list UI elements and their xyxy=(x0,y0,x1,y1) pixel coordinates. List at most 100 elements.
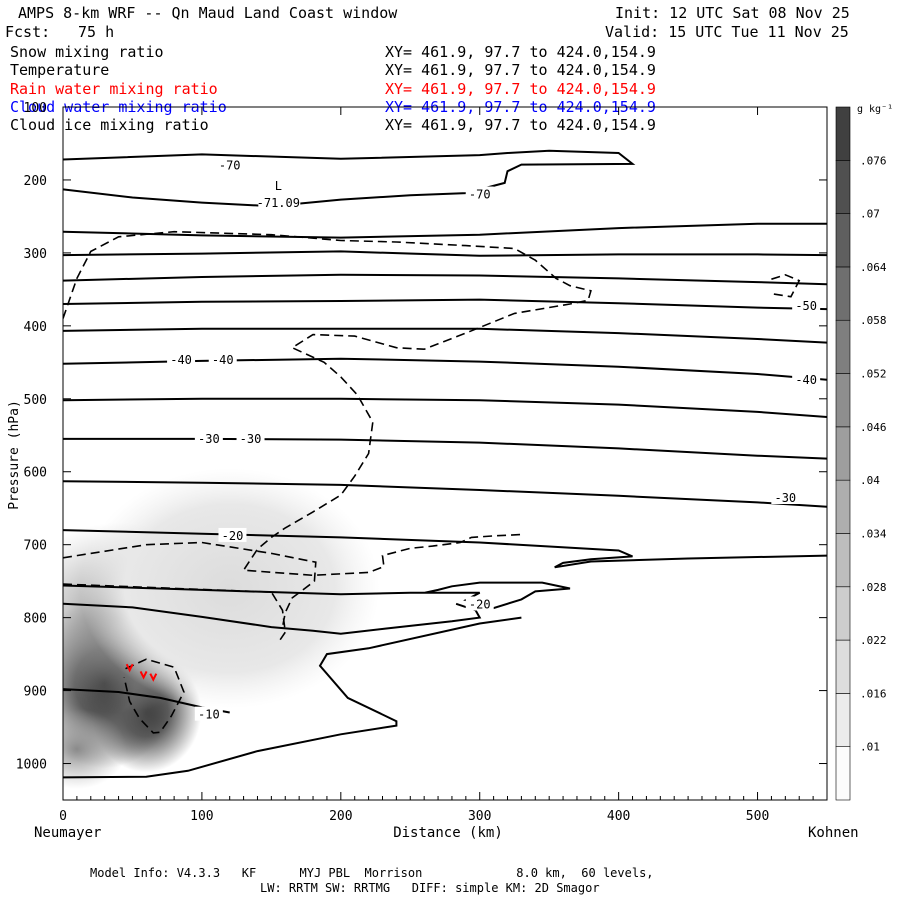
colorbar-box xyxy=(835,586,851,641)
y-tick-label: 500 xyxy=(24,393,47,408)
valid-time: Valid: 15 UTC Tue 11 Nov 25 xyxy=(605,23,849,41)
contour-label-bg xyxy=(465,596,494,611)
model-physics: LW: RRTM SW: RRTMG DIFF: simple KM: 2D S… xyxy=(260,881,600,895)
field-xy-rain: XY= 461.9, 97.7 to 424.0,154.9 xyxy=(385,80,656,98)
contour-label-bg xyxy=(236,430,265,445)
colorbar-label: .07 xyxy=(860,208,880,221)
y-tick-label: 900 xyxy=(24,685,47,700)
colorbar-box xyxy=(835,266,851,321)
snow-shading-blob xyxy=(79,468,380,709)
rain-markers xyxy=(125,663,158,682)
colorbar-label: .04 xyxy=(860,474,880,487)
temperature-contour-line xyxy=(63,222,827,239)
colorbar-box xyxy=(835,693,851,747)
colorbar-label: .064 xyxy=(860,261,887,274)
cloud-ice-contours xyxy=(63,230,801,734)
x-tick-label: 400 xyxy=(607,809,630,824)
colorbar-label: .01 xyxy=(860,741,880,754)
contour-label: -20 xyxy=(469,598,491,612)
colorbar: .01 .016 .022 .028 .034 .04 .046 .052 .058 .064 .0… xyxy=(835,106,887,801)
x-tick-label: 100 xyxy=(190,809,213,824)
temperature-contour-line xyxy=(63,273,827,286)
contour-label: -30 xyxy=(240,432,262,446)
temperature-contour-line xyxy=(63,149,636,208)
temperature-contour-line xyxy=(63,529,827,569)
y-tick-label: 700 xyxy=(24,539,47,554)
colorbar-box xyxy=(835,213,851,268)
snow-shading xyxy=(63,468,380,789)
colorbar-label: .034 xyxy=(860,527,887,540)
fcst-label: Fcst: xyxy=(5,23,51,41)
contour-label-bg xyxy=(218,527,247,542)
y-tick-label: 300 xyxy=(24,247,47,262)
colorbar-box xyxy=(835,160,851,214)
colorbar-box xyxy=(835,106,851,161)
colorbar-label: .058 xyxy=(860,314,887,327)
contour-label: -30 xyxy=(774,491,796,505)
contour-label: -70 xyxy=(469,188,491,202)
chart-title: AMPS 8-km WRF -- Qn Maud Land Coast wind… xyxy=(18,4,398,22)
cloud-ice-contour-line xyxy=(63,583,287,643)
fcst-value: 75 h xyxy=(78,23,115,41)
y-tick-label: 800 xyxy=(24,612,47,627)
contour-label-bg xyxy=(771,489,800,504)
y-tick-label: 1000 xyxy=(16,758,47,773)
contour-label-bg xyxy=(215,157,244,172)
contour-label-bg xyxy=(167,352,196,367)
colorbar-label: .022 xyxy=(860,634,887,647)
colorbar-box xyxy=(835,319,851,374)
colorbar-label: .046 xyxy=(860,421,887,434)
contour-label-bg xyxy=(194,430,223,445)
rain-marker xyxy=(125,663,134,673)
field-xy-cloud-ice: XY= 461.9, 97.7 to 424.0,154.9 xyxy=(385,116,656,134)
colorbar-box xyxy=(835,533,851,588)
colorbar-box xyxy=(835,426,851,481)
colorbar-unit: g kg⁻¹ xyxy=(857,104,893,115)
contour-label: -40 xyxy=(212,353,234,367)
y-axis-label: Pressure (hPa) xyxy=(7,400,22,510)
colorbar-label: .016 xyxy=(860,687,887,700)
minimum-value: -71.09 xyxy=(257,196,300,210)
colorbar-box xyxy=(835,373,851,428)
minimum-marker: L xyxy=(275,179,282,193)
rain-marker xyxy=(139,671,148,680)
temperature-contour-line xyxy=(63,616,522,779)
x-tick-label: 0 xyxy=(59,809,67,824)
field-xy-snow: XY= 461.9, 97.7 to 424.0,154.9 xyxy=(385,43,656,61)
contour-label: -40 xyxy=(795,373,817,387)
contour-label: -70 xyxy=(219,158,241,172)
left-location: Neumayer xyxy=(34,825,101,841)
axes: 0 100 200 300 400 500 100 200 300 400 500 600 700 800… xyxy=(16,101,827,824)
contour-labels: -70 -70 -50 -40 -40 -40 -30 -30 -30 -20 -20 -10 L -71… xyxy=(167,157,821,722)
cloud-ice-contour-line xyxy=(123,658,185,734)
temperature-contour-line xyxy=(63,357,827,381)
colorbar-box xyxy=(835,639,851,694)
contour-label: -40 xyxy=(170,353,192,367)
temperature-contour-line xyxy=(63,397,827,418)
temperature-contour-line xyxy=(63,581,571,610)
field-name-snow: Snow mixing ratio xyxy=(10,43,164,61)
snow-shading-blob xyxy=(63,708,127,789)
cloud-ice-contour-line xyxy=(771,273,801,298)
init-time: Init: 12 UTC Sat 08 Nov 25 xyxy=(615,4,850,22)
plot-frame xyxy=(62,106,828,801)
y-tick-label: 400 xyxy=(24,320,47,335)
field-name-temperature: Temperature xyxy=(10,61,110,79)
temperature-contour-line xyxy=(63,298,827,311)
contour-label-bg xyxy=(465,186,494,201)
contour-label-bg xyxy=(792,298,821,313)
colorbar-label: .052 xyxy=(860,368,887,381)
contour-label-bg xyxy=(194,706,223,721)
contour-label: -30 xyxy=(198,432,220,446)
y-tick-label: 600 xyxy=(24,466,47,481)
y-tick-label: 200 xyxy=(24,174,47,189)
contour-label: -10 xyxy=(198,708,220,722)
field-name-cloud-ice: Cloud ice mixing ratio xyxy=(10,116,209,134)
model-info: Model Info: V4.3.3 KF MYJ PBL Morrison 8… xyxy=(90,866,654,880)
right-location: Kohnen xyxy=(808,825,859,841)
x-tick-label: 500 xyxy=(746,809,769,824)
colorbar-label: .028 xyxy=(860,581,887,594)
temperature-contour-line xyxy=(63,327,827,344)
field-name-rain: Rain water mixing ratio xyxy=(10,80,218,98)
